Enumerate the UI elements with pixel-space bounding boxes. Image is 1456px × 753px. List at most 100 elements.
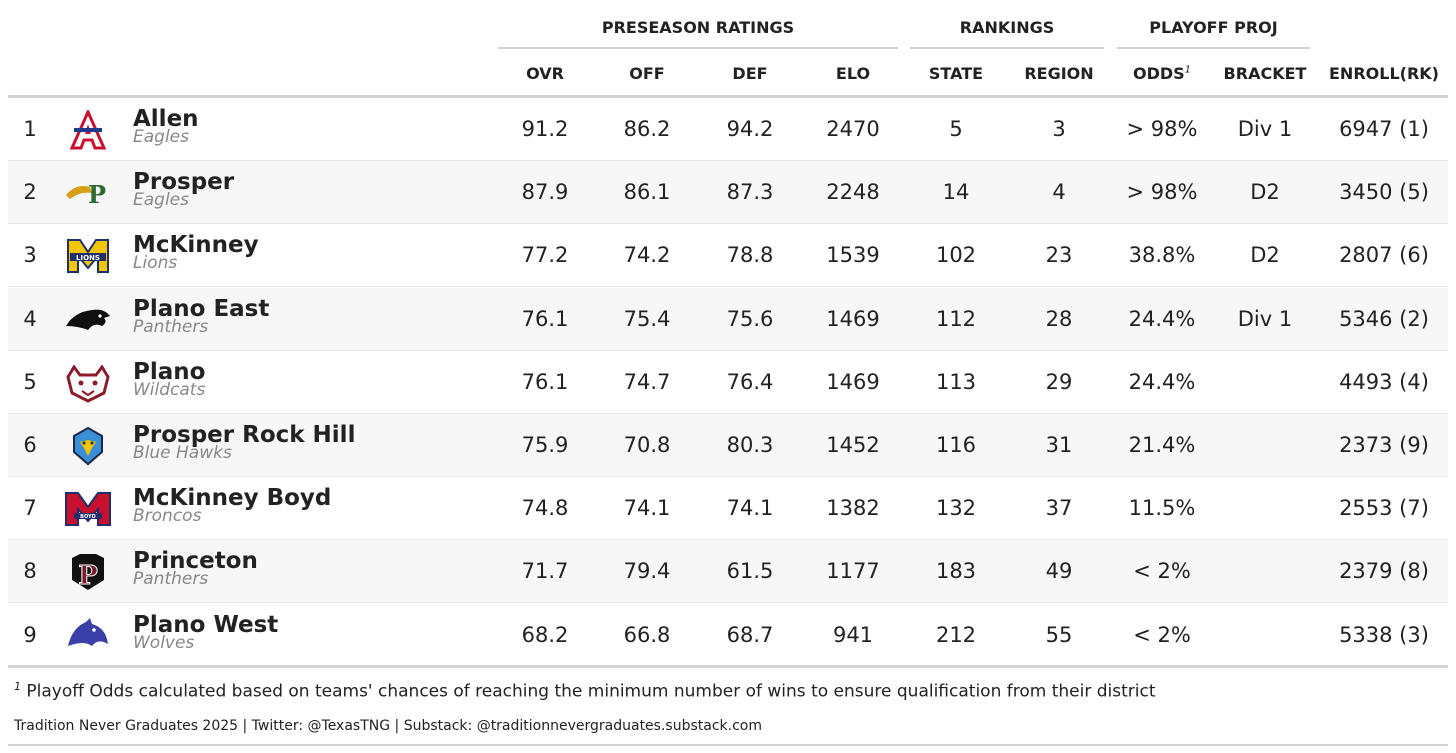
team-name: Princeton bbox=[133, 548, 258, 575]
elo-cell: 1452 bbox=[826, 433, 880, 457]
bracket-cell bbox=[1215, 477, 1315, 540]
ovr-cell: 71.7 bbox=[521, 559, 569, 584]
ovr-cell: 76.1 bbox=[521, 306, 569, 331]
state-cell: 132 bbox=[935, 496, 977, 521]
state-cell: 5 bbox=[949, 117, 963, 141]
def-cell: 87.3 bbox=[726, 180, 774, 205]
region-cell: 4 bbox=[1052, 180, 1066, 205]
elo-cell: 941 bbox=[832, 622, 874, 647]
odds-cell: < 2% bbox=[1133, 559, 1191, 584]
mckinney-lions-logo-icon: LIONS bbox=[64, 236, 112, 276]
team-mascot: Wolves bbox=[133, 632, 195, 653]
table-row: 1 Allen Eagles 91.2 86.2 94.2 2470 5 3 > 98% Div 1… bbox=[8, 98, 1448, 161]
bottom-rule bbox=[8, 744, 1448, 746]
source-note: Tradition Never Graduates 2025 | Twitter… bbox=[14, 718, 762, 734]
enroll-cell: 2373 (9) bbox=[1339, 433, 1429, 457]
team-cell: Plano West Wolves bbox=[133, 612, 278, 652]
table-row: 7 BOYD McKinney Boyd Broncos 74.8 74.1 74.1 138… bbox=[8, 477, 1448, 541]
team-cell: Plano East Panthers bbox=[133, 296, 269, 336]
footer-rule bbox=[8, 665, 1448, 668]
enroll-cell: 2379 (8) bbox=[1339, 559, 1429, 584]
off-cell: 74.7 bbox=[623, 369, 671, 394]
def-cell: 75.6 bbox=[726, 306, 774, 331]
svg-text:P: P bbox=[88, 180, 106, 209]
region-cell: 31 bbox=[1045, 433, 1073, 457]
bracket-cell bbox=[1215, 604, 1315, 667]
off-cell: 70.8 bbox=[623, 433, 671, 457]
team-name: McKinney bbox=[133, 232, 259, 259]
spanner-line-preseason bbox=[498, 47, 898, 49]
elo-cell: 2470 bbox=[826, 117, 880, 141]
def-cell: 74.1 bbox=[726, 496, 774, 521]
odds-cell: > 98% bbox=[1126, 180, 1198, 205]
odds-cell: > 98% bbox=[1126, 117, 1198, 141]
col-header-def: DEF bbox=[732, 64, 768, 83]
rank-cell: 3 bbox=[23, 243, 37, 268]
col-header-odds: ODDS1 bbox=[1115, 64, 1209, 86]
ovr-cell: 77.2 bbox=[521, 243, 569, 268]
team-mascot: Panthers bbox=[133, 569, 209, 590]
odds-cell: 11.5% bbox=[1128, 496, 1196, 521]
state-cell: 112 bbox=[935, 306, 977, 331]
col-header-off: OFF bbox=[629, 64, 665, 83]
prosper-eagles-logo-icon: P bbox=[64, 173, 112, 213]
bracket-cell: D2 bbox=[1250, 180, 1280, 205]
team-mascot: Eagles bbox=[133, 127, 189, 147]
col-header-elo: ELO bbox=[835, 64, 871, 83]
state-cell: 212 bbox=[935, 622, 977, 647]
team-mascot: Wildcats bbox=[133, 379, 206, 400]
team-name: Prosper Rock Hill bbox=[133, 422, 356, 448]
off-cell: 86.2 bbox=[623, 117, 671, 141]
mckinney-boyd-broncos-logo-icon: BOYD bbox=[64, 489, 112, 529]
col-header-odds-footnote-marker: 1 bbox=[1184, 64, 1192, 76]
princeton-panthers-logo-icon: P bbox=[64, 552, 112, 592]
table-row: 5 Plano Wildcats 76.1 74.7 76.4 1469 113 29 24.4%… bbox=[8, 351, 1448, 414]
rank-cell: 5 bbox=[23, 369, 37, 394]
team-cell: Prosper Eagles bbox=[133, 169, 234, 209]
table-row: 4 Plano East Panthers 76.1 75.4 75.6 1469 112 28… bbox=[8, 287, 1448, 351]
table-row: 2 P Prosper Eagles 87.9 86.1 87.3 2248 14 4 > 98% D… bbox=[8, 161, 1448, 225]
spanner-rankings: RANKINGS bbox=[959, 18, 1055, 37]
rank-cell: 9 bbox=[23, 622, 37, 647]
spanner-line-rankings bbox=[910, 47, 1104, 49]
rank-cell: 8 bbox=[23, 559, 37, 584]
team-cell: Allen Eagles bbox=[133, 106, 199, 146]
team-name: McKinney Boyd bbox=[133, 485, 332, 512]
off-cell: 74.1 bbox=[623, 496, 671, 521]
spanner-playoff-proj: PLAYOFF PROJ bbox=[1149, 18, 1278, 37]
off-cell: 75.4 bbox=[623, 306, 671, 331]
spanner-line-playoff bbox=[1117, 47, 1310, 49]
team-mascot: Eagles bbox=[133, 190, 189, 211]
rank-cell: 7 bbox=[23, 496, 37, 521]
state-cell: 116 bbox=[935, 433, 977, 457]
ovr-cell: 76.1 bbox=[521, 369, 569, 394]
ovr-cell: 87.9 bbox=[521, 180, 569, 205]
team-name: Prosper bbox=[133, 169, 235, 196]
elo-cell: 1469 bbox=[826, 306, 880, 331]
allen-eagles-logo-icon bbox=[64, 108, 112, 150]
enroll-cell: 2553 (7) bbox=[1339, 496, 1429, 521]
table-row: 9 Plano West Wolves 68.2 66.8 68.7 941 212 55 < 2… bbox=[8, 604, 1448, 667]
bracket-cell bbox=[1215, 414, 1315, 477]
def-cell: 68.7 bbox=[726, 622, 774, 647]
plano-east-panthers-logo-icon bbox=[64, 300, 112, 340]
elo-cell: 1469 bbox=[826, 369, 880, 394]
enroll-cell: 2807 (6) bbox=[1339, 243, 1429, 268]
svg-text:LIONS: LIONS bbox=[76, 254, 100, 262]
plano-wildcats-logo-icon bbox=[64, 363, 112, 403]
elo-cell: 1539 bbox=[826, 243, 880, 268]
team-cell: Plano Wildcats bbox=[133, 359, 205, 399]
col-header-state: STATE bbox=[928, 64, 984, 83]
off-cell: 86.1 bbox=[623, 180, 671, 205]
prosper-rock-hill-blue-hawks-logo-icon bbox=[64, 426, 112, 466]
table-row: 6 Prosper Rock Hill Blue Hawks 75.9 70.8 80.3… bbox=[8, 414, 1448, 477]
region-cell: 37 bbox=[1045, 496, 1073, 521]
def-cell: 76.4 bbox=[726, 369, 774, 394]
team-mascot: Lions bbox=[133, 253, 178, 274]
team-cell: Prosper Rock Hill Blue Hawks bbox=[133, 422, 355, 462]
col-header-region: REGION bbox=[1024, 64, 1094, 83]
off-cell: 79.4 bbox=[623, 559, 671, 584]
team-name: Plano East bbox=[133, 295, 270, 322]
ovr-cell: 75.9 bbox=[521, 433, 569, 457]
